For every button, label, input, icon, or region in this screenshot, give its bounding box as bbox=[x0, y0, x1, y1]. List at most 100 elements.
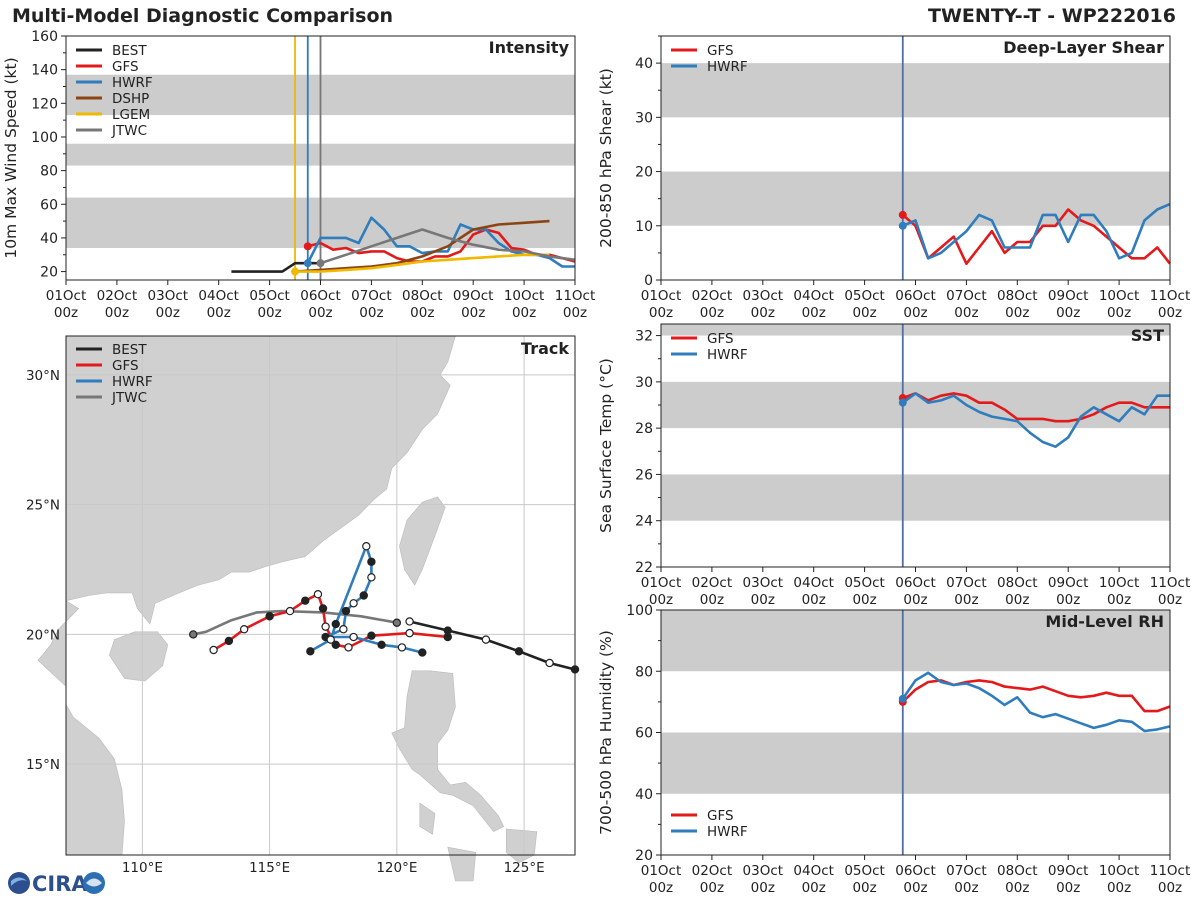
series-start-point bbox=[316, 259, 325, 268]
x-tick-label: 01Oct 00z bbox=[641, 863, 682, 896]
legend-label: BEST bbox=[112, 43, 147, 59]
x-tick-label: 05Oct 00z bbox=[844, 575, 885, 608]
shaded-band bbox=[661, 732, 1170, 794]
shaded-band bbox=[661, 474, 1170, 521]
x-tick-label: 02Oct 00z bbox=[97, 288, 138, 321]
track-point bbox=[189, 630, 198, 639]
track-point bbox=[224, 636, 234, 646]
x-tick-label: 05Oct 00z bbox=[844, 863, 885, 896]
x-tick-label: 04Oct 00z bbox=[198, 288, 239, 321]
panel-title: Intensity bbox=[489, 38, 570, 57]
cira-logo: CIRA bbox=[4, 868, 106, 898]
y-tick-label: 30 bbox=[635, 375, 653, 391]
track-point bbox=[318, 604, 328, 613]
y-axis-label: 10m Max Wind Speed (kt) bbox=[2, 57, 20, 258]
y-tick-label: 160 bbox=[31, 29, 58, 45]
track-point bbox=[341, 606, 351, 616]
x-tick-label: 01Oct 00z bbox=[641, 288, 682, 321]
series-start-point bbox=[898, 694, 907, 703]
series-hwrf bbox=[902, 392, 1170, 449]
series-start-point bbox=[303, 259, 312, 268]
track-best bbox=[409, 620, 576, 671]
mainland-china bbox=[65, 335, 456, 625]
track-point bbox=[349, 599, 358, 608]
x-tick-label: 04Oct 00z bbox=[793, 288, 834, 321]
y-tick-label: 80 bbox=[40, 164, 58, 180]
panel-title: Track bbox=[521, 339, 569, 358]
logo-text: CIRA bbox=[32, 872, 88, 896]
legend-label: HWRF bbox=[707, 59, 748, 75]
x-tick-label: 04Oct 00z bbox=[793, 575, 834, 608]
legend-label: DSHP bbox=[112, 91, 149, 107]
track-point bbox=[392, 618, 402, 627]
track-point bbox=[359, 591, 368, 600]
y-axis-label: 700-500 hPa Humidity (%) bbox=[597, 630, 615, 835]
x-tick-label: 11Oct 00z bbox=[1150, 863, 1191, 896]
y-tick-label: 100 bbox=[31, 130, 58, 146]
x-tick-label: 11Oct 00z bbox=[555, 288, 596, 321]
y-tick-label: 140 bbox=[31, 63, 58, 79]
y-tick-label: 10 bbox=[635, 219, 653, 235]
legend-label: HWRF bbox=[707, 347, 748, 363]
x-tick-label: 06Oct 00z bbox=[895, 288, 936, 321]
track-point bbox=[301, 596, 310, 605]
longitude-label: 115°E bbox=[249, 860, 290, 876]
x-tick-label: 06Oct 00z bbox=[300, 288, 341, 321]
x-tick-label: 08Oct 00z bbox=[402, 288, 443, 321]
y-axis-label: 200-850 hPa Shear (kt) bbox=[597, 68, 615, 248]
y-tick-label: 20 bbox=[40, 265, 58, 281]
x-tick-label: 10Oct 00z bbox=[1099, 575, 1140, 608]
latitude-label: 20°N bbox=[26, 627, 60, 643]
x-tick-label: 03Oct 00z bbox=[743, 288, 784, 321]
shaded-band bbox=[661, 171, 1170, 226]
latitude-label: 25°N bbox=[26, 498, 60, 514]
track-point bbox=[397, 643, 407, 652]
track-point bbox=[321, 622, 330, 631]
track-gfs bbox=[212, 592, 448, 652]
track-point bbox=[481, 635, 491, 644]
series-start-point bbox=[898, 221, 907, 230]
legend-label: GFS bbox=[707, 43, 734, 59]
hainan-island bbox=[108, 631, 169, 682]
y-tick-label: 120 bbox=[31, 96, 58, 112]
y-tick-label: 20 bbox=[635, 165, 653, 181]
track-point bbox=[285, 606, 295, 616]
taiwan-island bbox=[399, 496, 446, 586]
x-tick-label: 09Oct 00z bbox=[1048, 863, 1089, 896]
x-tick-label: 08Oct 00z bbox=[997, 863, 1038, 896]
track-point bbox=[331, 640, 340, 650]
y-tick-label: 22 bbox=[635, 560, 653, 576]
y-tick-label: 24 bbox=[635, 514, 653, 530]
legend-label: BEST bbox=[112, 342, 147, 358]
track-point bbox=[418, 648, 427, 657]
track-point bbox=[362, 541, 371, 551]
series-hwrf bbox=[902, 202, 1171, 260]
figure-title: Multi-Model Diagnostic Comparison bbox=[12, 5, 394, 27]
track-point bbox=[313, 590, 323, 599]
latitude-label: 15°N bbox=[26, 757, 60, 773]
panel-title: SST bbox=[1131, 326, 1164, 345]
series-lgem bbox=[295, 253, 550, 273]
x-tick-label: 07Oct 00z bbox=[351, 288, 392, 321]
track-point bbox=[349, 632, 358, 642]
panel-title: Deep-Layer Shear bbox=[1003, 38, 1164, 57]
x-tick-label: 06Oct 00z bbox=[895, 575, 936, 608]
x-tick-label: 09Oct 00z bbox=[453, 288, 494, 321]
latitude-label: 30°N bbox=[26, 368, 60, 384]
y-tick-label: 0 bbox=[644, 273, 653, 289]
x-tick-label: 02Oct 00z bbox=[692, 863, 733, 896]
y-tick-label: 100 bbox=[626, 603, 653, 619]
x-tick-label: 07Oct 00z bbox=[946, 288, 987, 321]
storm-id-title: TWENTY--T - WP222016 bbox=[928, 5, 1176, 27]
legend-label: HWRF bbox=[112, 75, 153, 91]
y-tick-label: 20 bbox=[635, 848, 653, 864]
x-tick-label: 07Oct 00z bbox=[946, 863, 987, 896]
x-tick-label: 02Oct 00z bbox=[692, 575, 733, 608]
x-tick-label: 07Oct 00z bbox=[946, 575, 987, 608]
panel-title: Mid-Level RH bbox=[1045, 612, 1164, 631]
x-tick-label: 11Oct 00z bbox=[1150, 288, 1191, 321]
y-tick-label: 28 bbox=[635, 421, 653, 437]
x-tick-label: 08Oct 00z bbox=[997, 288, 1038, 321]
x-tick-label: 11Oct 00z bbox=[1150, 575, 1191, 608]
